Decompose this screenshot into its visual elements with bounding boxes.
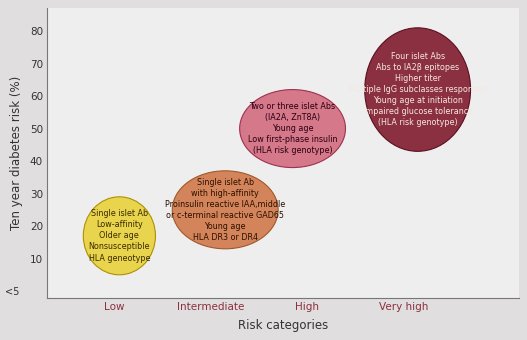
Text: Single islet Ab
with high-affinity
Proinsulin reactive IAA,middle
or c-terminal : Single islet Ab with high-affinity Proin… bbox=[165, 177, 285, 242]
Text: Two or three islet Abs
(IA2A, ZnT8A)
Young age
Low first-phase insulin
(HLA risk: Two or three islet Abs (IA2A, ZnT8A) You… bbox=[248, 102, 337, 155]
Text: Four islet Abs
Abs to IA2β epitopes
Higher titer
Multiple IgG subclasses respons: Four islet Abs Abs to IA2β epitopes High… bbox=[349, 52, 486, 128]
X-axis label: Risk categories: Risk categories bbox=[238, 319, 328, 332]
Ellipse shape bbox=[83, 197, 155, 275]
Text: Single islet Ab
Low-affinity
Older age
Nonsusceptible
HLA geneotype: Single islet Ab Low-affinity Older age N… bbox=[89, 209, 150, 262]
Ellipse shape bbox=[172, 171, 278, 249]
Ellipse shape bbox=[240, 89, 346, 168]
Y-axis label: Ten year diabetes risk (%): Ten year diabetes risk (%) bbox=[10, 76, 23, 230]
Text: <5: <5 bbox=[5, 287, 19, 298]
Ellipse shape bbox=[365, 28, 471, 151]
